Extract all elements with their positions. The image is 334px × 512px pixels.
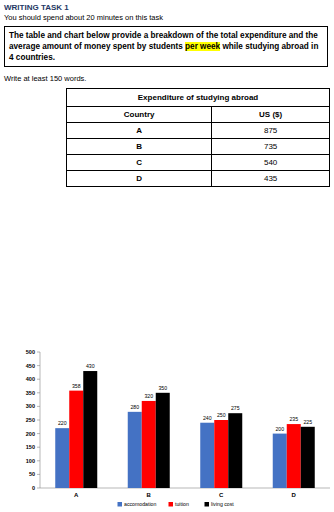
y-tick xyxy=(37,352,40,353)
legend-swatch xyxy=(118,502,123,507)
y-tick-label: 250 xyxy=(26,417,35,423)
y-tick xyxy=(37,447,40,448)
y-tick xyxy=(37,420,40,421)
y-tick xyxy=(37,474,40,475)
y-tick xyxy=(37,379,40,380)
x-tick-label: D xyxy=(292,492,297,498)
bar xyxy=(156,393,170,488)
table-row: C540 xyxy=(67,155,330,171)
data-label: 220 xyxy=(58,420,67,426)
legend-label: accomodation xyxy=(124,501,156,507)
bar xyxy=(287,424,301,488)
table-cell: D xyxy=(67,171,212,187)
table-row: D435 xyxy=(67,171,330,187)
data-label: 235 xyxy=(289,416,298,422)
y-tick-label: 50 xyxy=(29,471,35,477)
header-title: WRITING TASK 1 xyxy=(4,3,69,12)
table-cell: 735 xyxy=(212,139,330,155)
data-label: 358 xyxy=(72,383,81,389)
data-label: 240 xyxy=(203,415,212,421)
table-cell: B xyxy=(67,139,212,155)
table-cell: 540 xyxy=(212,155,330,171)
data-label: 350 xyxy=(158,385,167,391)
y-tick-label: 300 xyxy=(26,403,35,409)
y-tick-label: 450 xyxy=(26,363,35,369)
data-label: 275 xyxy=(231,405,240,411)
y-tick xyxy=(37,460,40,461)
table-header: US ($) xyxy=(212,107,330,123)
prompt-box: The table and chart below provide a brea… xyxy=(4,26,328,67)
word-count: Write at least 150 words. xyxy=(4,74,86,83)
legend-swatch xyxy=(205,502,210,507)
table-title: Expenditure of studying abroad xyxy=(67,89,330,107)
table-cell: C xyxy=(67,155,212,171)
y-tick-label: 400 xyxy=(26,376,35,382)
x-tick-label: C xyxy=(219,492,224,498)
table-cell: 435 xyxy=(212,171,330,187)
y-axis xyxy=(40,352,41,488)
table-header-row: CountryUS ($) xyxy=(67,107,330,123)
bar xyxy=(301,427,315,488)
x-tick-label: A xyxy=(74,492,79,498)
instruction: You should spend about 20 minutes on thi… xyxy=(4,13,163,22)
bar xyxy=(200,423,214,488)
data-labels: 220 358 430 280 320 350 240 250 275 200 235 225 xyxy=(58,363,312,432)
bar xyxy=(142,401,156,488)
y-tick-label: 500 xyxy=(26,349,35,355)
legend-label: tuition xyxy=(175,501,189,507)
legend-swatch xyxy=(169,502,174,507)
y-tick-label: 100 xyxy=(26,458,35,464)
x-tick-label: B xyxy=(147,492,152,498)
table-title-row: Expenditure of studying abroad xyxy=(67,89,330,107)
table-cell: A xyxy=(67,123,212,139)
y-tick-label: 350 xyxy=(26,390,35,396)
bar xyxy=(83,371,97,488)
bar xyxy=(69,391,83,488)
y-tick-label: 200 xyxy=(26,431,35,437)
bar xyxy=(55,428,69,488)
data-label: 320 xyxy=(144,393,153,399)
bar xyxy=(128,412,142,488)
prompt-highlight: per week xyxy=(185,42,220,51)
data-label: 430 xyxy=(86,363,95,369)
bar xyxy=(214,420,228,488)
data-label: 200 xyxy=(275,426,284,432)
data-label: 250 xyxy=(217,412,226,418)
table-header: Country xyxy=(67,107,212,123)
data-label: 280 xyxy=(130,404,139,410)
data-label: 225 xyxy=(303,419,312,425)
bar xyxy=(273,434,287,488)
y-tick xyxy=(37,406,40,407)
table-row: A875 xyxy=(67,123,330,139)
y-tick xyxy=(37,488,40,489)
y-tick xyxy=(37,365,40,366)
y-tick-label: 0 xyxy=(32,485,35,491)
legend: accomodation tuition living cost xyxy=(118,501,235,507)
bar-chart: 0501001502002503003504004505002203584302… xyxy=(0,340,334,512)
bars xyxy=(55,371,315,488)
expenditure-table: Expenditure of studying abroadCountryUS … xyxy=(66,88,330,187)
y-tick xyxy=(37,392,40,393)
bar xyxy=(228,413,242,488)
y-tick xyxy=(37,433,40,434)
y-tick-label: 150 xyxy=(26,444,35,450)
table-row: B735 xyxy=(67,139,330,155)
legend-label: living cost xyxy=(211,501,234,507)
table-cell: 875 xyxy=(212,123,330,139)
